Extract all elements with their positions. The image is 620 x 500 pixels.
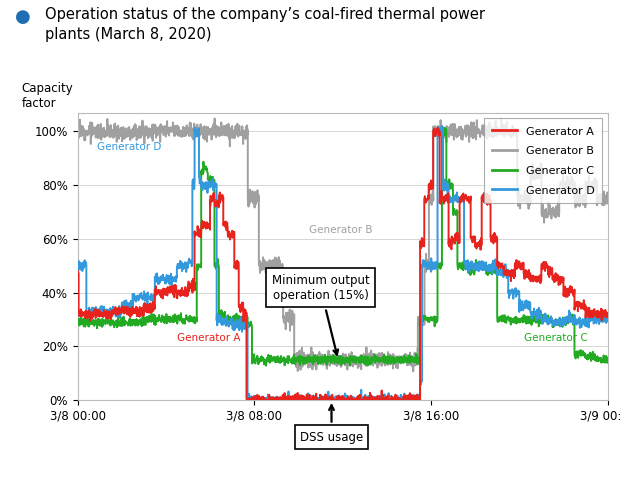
Text: Capacity
factor: Capacity factor xyxy=(22,82,74,110)
Generator D xyxy=(162,273,170,279)
Legend: Generator A, Generator B, Generator C, Generator D: Generator A, Generator B, Generator C, G… xyxy=(484,118,602,204)
Generator A xyxy=(310,398,317,404)
Generator D xyxy=(74,266,81,272)
Text: Minimum output
operation (15%): Minimum output operation (15%) xyxy=(272,274,370,354)
Generator B xyxy=(409,368,417,374)
Generator B xyxy=(420,318,427,324)
Generator A xyxy=(74,268,81,274)
Text: Operation status of the company’s coal-fired thermal power
plants (March 8, 2020: Operation status of the company’s coal-f… xyxy=(45,8,485,42)
Generator A xyxy=(392,408,399,414)
Text: Generator D: Generator D xyxy=(97,142,162,152)
Generator D xyxy=(244,320,251,326)
Generator B xyxy=(342,361,350,367)
Generator A xyxy=(260,394,267,400)
Generator C xyxy=(359,356,366,362)
Generator B xyxy=(153,132,160,138)
Line: Generator D: Generator D xyxy=(78,126,608,410)
Text: Generator A: Generator A xyxy=(177,333,241,343)
Text: Generator B: Generator B xyxy=(309,226,373,235)
Generator A xyxy=(604,311,611,317)
Generator D xyxy=(306,396,313,402)
Generator D xyxy=(153,277,161,283)
Generator D xyxy=(438,123,446,129)
Generator D xyxy=(382,406,389,412)
Generator C xyxy=(262,362,270,368)
Generator A xyxy=(181,288,188,294)
Generator D xyxy=(570,321,577,327)
Generator B xyxy=(464,122,472,128)
Generator C xyxy=(450,208,458,214)
Generator A xyxy=(143,302,151,308)
Line: Generator B: Generator B xyxy=(78,118,608,372)
Generator B xyxy=(211,116,218,121)
Text: Generator C: Generator C xyxy=(524,333,587,343)
Generator C xyxy=(273,358,281,364)
Generator D xyxy=(604,310,611,316)
Generator C xyxy=(76,316,84,322)
Generator C xyxy=(604,356,611,362)
Generator B xyxy=(604,190,611,196)
Generator A xyxy=(435,125,442,131)
Generator C xyxy=(74,322,81,328)
Text: DSS usage: DSS usage xyxy=(300,406,363,444)
Generator C xyxy=(441,125,448,131)
Generator A xyxy=(591,309,598,315)
Generator A xyxy=(197,228,204,234)
Generator C xyxy=(453,212,460,218)
Line: Generator C: Generator C xyxy=(78,128,608,366)
Generator B xyxy=(74,126,81,132)
Generator B xyxy=(565,185,573,191)
Generator C xyxy=(218,312,226,318)
Line: Generator A: Generator A xyxy=(78,128,608,411)
Generator D xyxy=(360,397,368,403)
Text: ●: ● xyxy=(16,8,31,26)
Generator B xyxy=(524,191,531,197)
